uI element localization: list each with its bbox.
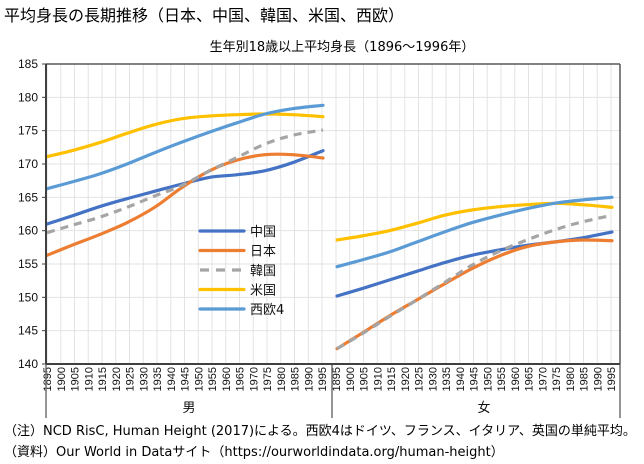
gridlines [46,63,620,365]
legend-label: 米国 [250,284,276,299]
x-tick-label: 1900 [56,367,68,391]
x-tick-label: 1915 [386,367,398,391]
y-tick-label: 170 [18,157,38,171]
x-tick-label: 1900 [345,367,357,391]
x-tick-label: 1965 [235,367,247,391]
x-tick-label: 1930 [427,367,439,391]
y-tick-label: 180 [18,90,38,104]
legend-label: 西欧4 [250,303,284,318]
x-tick-label: 1980 [276,367,288,391]
series-line-韓国-male [46,128,324,235]
x-tick-label: 1990 [303,367,315,391]
x-tick-label: 1910 [83,367,95,391]
series-line-日本-female [335,238,614,351]
x-tick-label: 1995 [606,367,618,391]
x-tick-label: 1920 [400,367,412,391]
footnote: （注）NCD RisC, Human Height (2017)による。西欧4は… [4,424,636,439]
y-tick-label: 140 [18,357,38,371]
y-tick-label: 155 [18,257,38,271]
x-tick-label: 1985 [290,367,302,391]
x-tick-label: 1895 [42,367,54,391]
x-tick-label: 1970 [248,367,260,391]
x-tick-label: 1950 [482,367,494,391]
x-tick-label: 1950 [193,367,205,391]
x-tick-label: 1945 [469,367,481,391]
x-tick-label: 1935 [152,367,164,391]
x-tick-label: 1925 [125,367,137,391]
x-tick-label: 1905 [359,367,371,391]
x-tick-label: 1975 [262,367,274,391]
y-tick-label: 185 [18,57,38,71]
series-line-韓国-female [336,213,613,351]
x-tick-label: 1955 [496,367,508,391]
x-tick-label: 1985 [579,367,591,391]
legend-label: 韓国 [250,264,276,279]
y-tick-label: 150 [18,290,38,304]
plot-frame [45,63,621,365]
series-line-西欧4-female [335,195,614,269]
series-line-西欧4-male [45,103,325,191]
main-title: 平均身長の長期推移（日本、中国、韓国、米国、西欧） [4,6,405,25]
x-axis: 1895 1900 1905 1910 1915 1920 1925 1930 1935 1940… [42,364,621,418]
x-tick-label: 1935 [441,367,453,391]
x-tick-label: 1945 [180,367,192,391]
x-tick-label: 1970 [537,367,549,391]
legend-label: 日本 [250,245,276,260]
x-tick-label: 1955 [207,367,219,391]
x-tick-label: 1940 [166,367,178,391]
series-line-米国-male [45,112,325,159]
y-tick-label: 160 [18,224,38,238]
chart-title: 生年別18歳以上平均身長（1896〜1996年） [209,40,475,55]
series-line-日本-male [45,152,325,257]
y-tick-label: 165 [18,190,38,204]
x-tick-label: 1960 [221,367,233,391]
legend-label: 中国 [250,225,276,240]
x-tick-label: 1895 [331,367,343,391]
x-tick-label: 1920 [111,367,123,391]
x-tick-label: 1930 [138,367,150,391]
x-tick-label: 1925 [414,367,426,391]
source-note: （資料）Our World in Dataサイト（https://ourworl… [4,445,504,460]
group-label: 男 [182,401,195,416]
x-tick-label: 1995 [317,367,329,391]
x-tick-label: 1905 [70,367,82,391]
x-tick-label: 1910 [372,367,384,391]
y-axis: 140 145 150 155 160 165 170 175 180 185 [18,57,46,371]
x-tick-label: 1990 [592,367,604,391]
series-lines [45,103,614,351]
x-tick-label: 1975 [551,367,563,391]
y-tick-label: 175 [18,124,38,138]
group-label: 女 [477,400,490,416]
y-tick-label: 145 [18,324,38,338]
x-tick-label: 1980 [565,367,577,391]
x-tick-label: 1960 [510,367,522,391]
x-tick-label: 1915 [97,367,109,391]
x-tick-label: 1940 [455,367,467,391]
x-tick-label: 1965 [524,367,536,391]
